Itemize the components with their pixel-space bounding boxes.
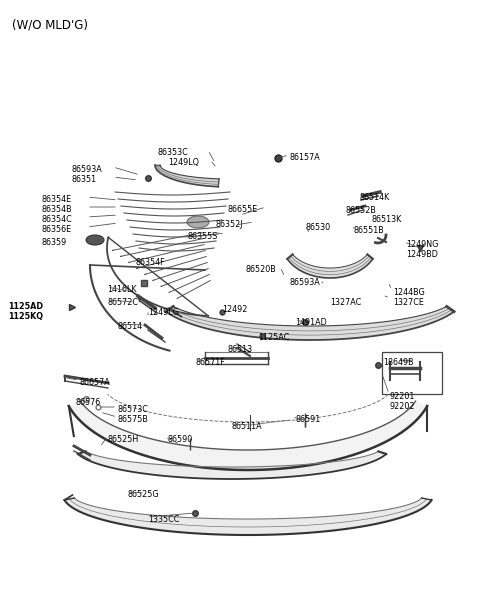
Text: 86552B: 86552B [346,206,377,215]
Polygon shape [155,165,219,187]
Text: 1125AD: 1125AD [8,302,43,311]
Ellipse shape [86,235,104,245]
Polygon shape [69,401,427,470]
Text: 86530: 86530 [305,223,330,232]
Text: 1249LG: 1249LG [148,308,179,317]
Text: 86655E: 86655E [228,205,258,214]
Text: 1416LK: 1416LK [107,285,136,294]
Text: 1327CE: 1327CE [393,298,424,307]
Text: 1491AD: 1491AD [295,318,327,327]
Text: 1249NG: 1249NG [406,240,438,249]
Text: 86525H: 86525H [108,435,139,444]
Text: 92201: 92201 [390,392,415,401]
Text: 86514: 86514 [118,322,143,331]
Text: 1249LQ: 1249LQ [168,158,199,167]
Text: 1125KQ: 1125KQ [8,312,43,321]
Text: 86525G: 86525G [128,490,160,499]
FancyBboxPatch shape [382,352,442,394]
Text: 86593A: 86593A [72,165,103,174]
Text: 86520B: 86520B [245,265,276,274]
Text: 1327AC: 1327AC [330,298,361,307]
Text: 1244BG: 1244BG [393,288,425,297]
Text: 86513K: 86513K [372,215,402,224]
Text: 86576: 86576 [75,398,100,407]
Text: 86353C: 86353C [158,148,189,157]
Polygon shape [78,451,386,479]
Text: 86591: 86591 [295,415,320,424]
Text: 86352J: 86352J [215,220,242,229]
Text: 86359: 86359 [42,238,67,247]
Text: 86354C: 86354C [42,215,73,224]
Text: 86514K: 86514K [360,193,390,202]
Text: 86590: 86590 [167,435,192,444]
Ellipse shape [187,216,209,228]
Text: 86572C: 86572C [108,298,139,307]
Text: 86511A: 86511A [232,422,263,431]
Text: 86157A: 86157A [290,153,321,162]
Text: 86551B: 86551B [353,226,384,235]
Polygon shape [166,306,454,340]
Text: 86593A: 86593A [290,278,321,287]
Text: 12492: 12492 [222,305,247,314]
Text: 86354E: 86354E [42,195,72,204]
Text: 1125AC: 1125AC [258,333,289,342]
Text: 86573C: 86573C [118,405,149,414]
Text: 86355S: 86355S [188,232,218,241]
Text: 92202: 92202 [390,402,416,411]
Text: 86351: 86351 [72,175,97,184]
Text: 86356E: 86356E [42,225,72,234]
Text: 1335CC: 1335CC [148,515,180,524]
Text: 86657A: 86657A [80,378,111,387]
Text: 1249BD: 1249BD [406,250,438,259]
Text: 86575B: 86575B [118,415,149,424]
Text: 86354B: 86354B [42,205,72,214]
Text: 86571F: 86571F [196,358,226,367]
Polygon shape [64,498,432,535]
Text: 18649B: 18649B [383,358,414,367]
Polygon shape [287,254,373,278]
Text: 86513: 86513 [228,345,253,354]
Text: 86354F: 86354F [135,258,165,267]
Text: (W/O MLD'G): (W/O MLD'G) [12,18,88,31]
